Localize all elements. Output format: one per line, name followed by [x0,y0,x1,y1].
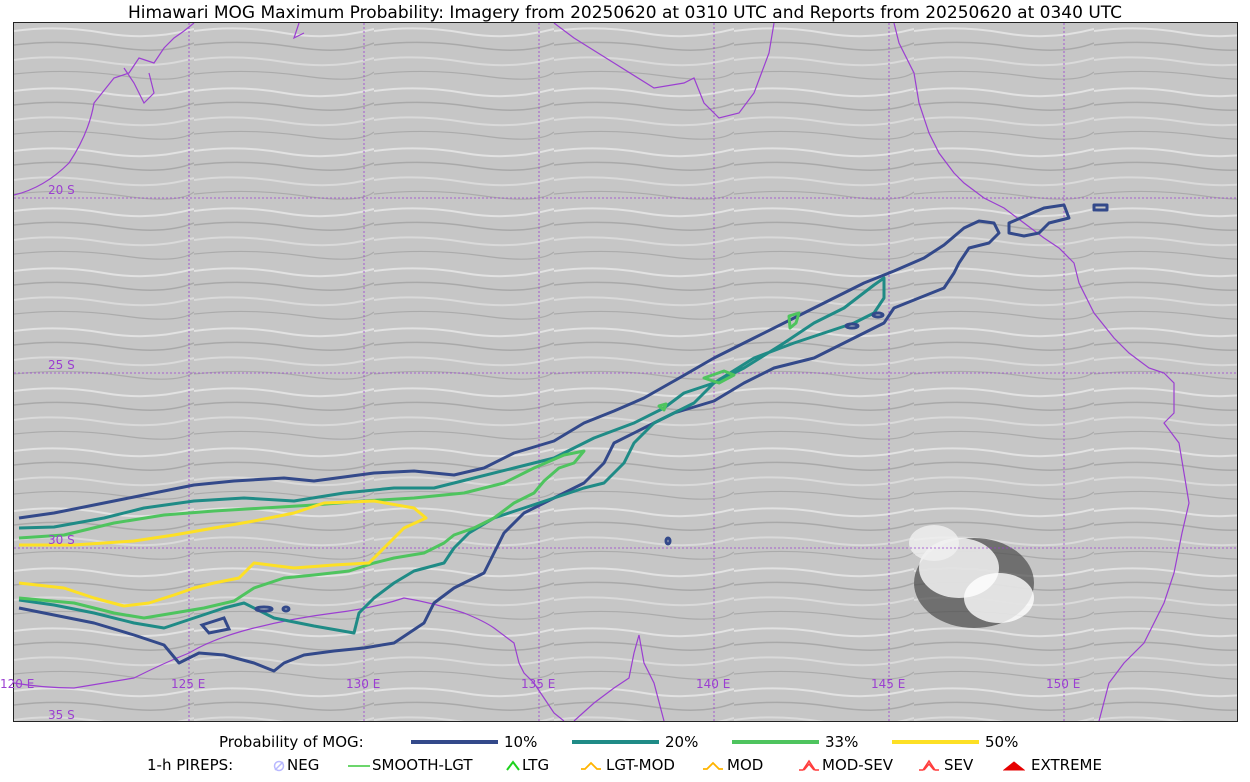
pirep-label-neg: NEG [287,756,320,774]
small-cells [199,311,885,635]
legend-label-10: 10% [504,733,538,751]
coastline [14,23,1190,721]
smooth-lgt-icon [348,765,370,767]
pirep-label-mod: MOD [727,756,764,774]
neg-icon [273,760,285,772]
graticule [14,23,1237,721]
pirep-label-ltg: LTG [522,756,550,774]
sev-icon [919,759,939,771]
legend-swatch-50 [892,740,979,744]
map-title: Himawari MOG Maximum Probability: Imager… [127,3,1123,23]
contour-10 [18,203,1109,673]
probability-legend: Probability of MOG: 10% 20% 33% 50% [0,733,1250,753]
extreme-icon [1003,761,1025,771]
lon-label-145e: 145 E [871,677,906,691]
lgt-mod-icon [581,761,601,770]
pirep-label-extreme: EXTREME [1031,756,1102,774]
pirep-label-mod-sev: MOD-SEV [822,756,893,774]
lon-label-130e: 130 E [346,677,381,691]
lon-label-140e: 140 E [696,677,731,691]
pirep-label-lgt-mod: LGT-MOD [606,756,675,774]
legend-label-50: 50% [985,733,1019,751]
legend-label-20: 20% [665,733,699,751]
pirep-label-sev: SEV [944,756,974,774]
map-canvas [14,23,1237,721]
pirep-label-smooth-lgt: SMOOTH-LGT [372,756,473,774]
legend-swatch-20 [572,740,659,744]
lon-label-125e: 125 E [171,677,206,691]
mod-icon [703,761,723,770]
lat-label-25s: 25 S [48,358,75,372]
lat-label-30s: 30 S [48,533,75,547]
lon-label-135e: 135 E [521,677,556,691]
lat-label-20s: 20 S [48,183,75,197]
mod-sev-icon [799,759,819,771]
pireps-legend-label: 1-h PIREPS: [147,756,234,774]
satellite-map[interactable]: 20 S 25 S 30 S 35 S 120 E 125 E 130 E 13… [0,22,1238,722]
lat-label-35s: 35 S [48,708,75,722]
lon-label-150e: 150 E [1046,677,1081,691]
cloud-cluster [909,525,1034,628]
ltg-icon [506,760,520,771]
probability-legend-label: Probability of MOG: [219,733,364,751]
pireps-legend: 1-h PIREPS: NEG SMOOTH-LGT LTG LGT-MOD M… [0,756,1250,776]
lon-label-120e: 120 E [0,677,35,691]
legend-label-33: 33% [825,733,859,751]
legend-swatch-10 [411,740,498,744]
contour-20 [18,276,886,635]
legend-swatch-33 [732,740,819,744]
contour-50 [18,499,428,608]
